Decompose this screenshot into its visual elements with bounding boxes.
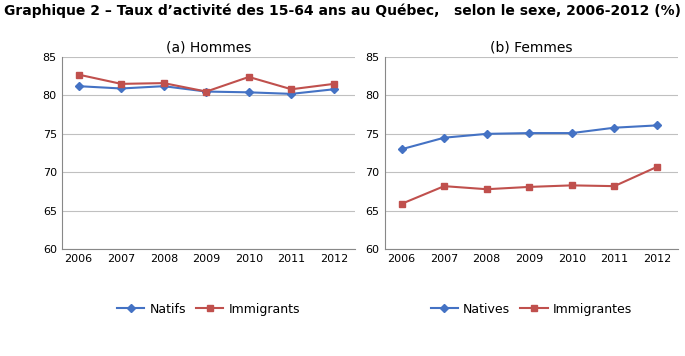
Immigrants (117, 82, 125, 86)
Natives (397, 147, 406, 151)
Text: Graphique 2 – Taux d’activité des 15-64 ans au Québec,   selon le sexe, 2006-201: Graphique 2 – Taux d’activité des 15-64 … (4, 4, 681, 18)
Natifs (160, 84, 168, 88)
Natives (440, 136, 448, 140)
Natifs (287, 92, 295, 96)
Natives (482, 132, 490, 136)
Natives (568, 131, 576, 135)
Line: Natifs: Natifs (76, 83, 337, 96)
Natifs (245, 90, 253, 94)
Natifs (202, 89, 210, 94)
Title: (a) Hommes: (a) Hommes (166, 40, 251, 54)
Immigrantes (653, 165, 661, 169)
Title: (b) Femmes: (b) Femmes (490, 40, 573, 54)
Natives (653, 123, 661, 127)
Natives (525, 131, 534, 135)
Natifs (75, 84, 83, 88)
Legend: Natifs, Immigrants: Natifs, Immigrants (112, 298, 305, 321)
Immigrants (160, 81, 168, 85)
Line: Immigrantes: Immigrantes (399, 164, 660, 206)
Line: Immigrants: Immigrants (76, 72, 337, 94)
Immigrantes (397, 202, 406, 206)
Immigrantes (610, 184, 619, 188)
Immigrants (330, 82, 338, 86)
Immigrants (75, 73, 83, 77)
Immigrantes (482, 187, 490, 192)
Natives (610, 126, 619, 130)
Immigrantes (568, 183, 576, 188)
Natifs (330, 87, 338, 91)
Immigrants (202, 89, 210, 94)
Natifs (117, 87, 125, 91)
Immigrants (245, 75, 253, 79)
Line: Natives: Natives (399, 122, 660, 152)
Immigrants (287, 87, 295, 91)
Immigrantes (440, 184, 448, 188)
Legend: Natives, Immigrantes: Natives, Immigrantes (425, 298, 637, 321)
Immigrantes (525, 185, 534, 189)
